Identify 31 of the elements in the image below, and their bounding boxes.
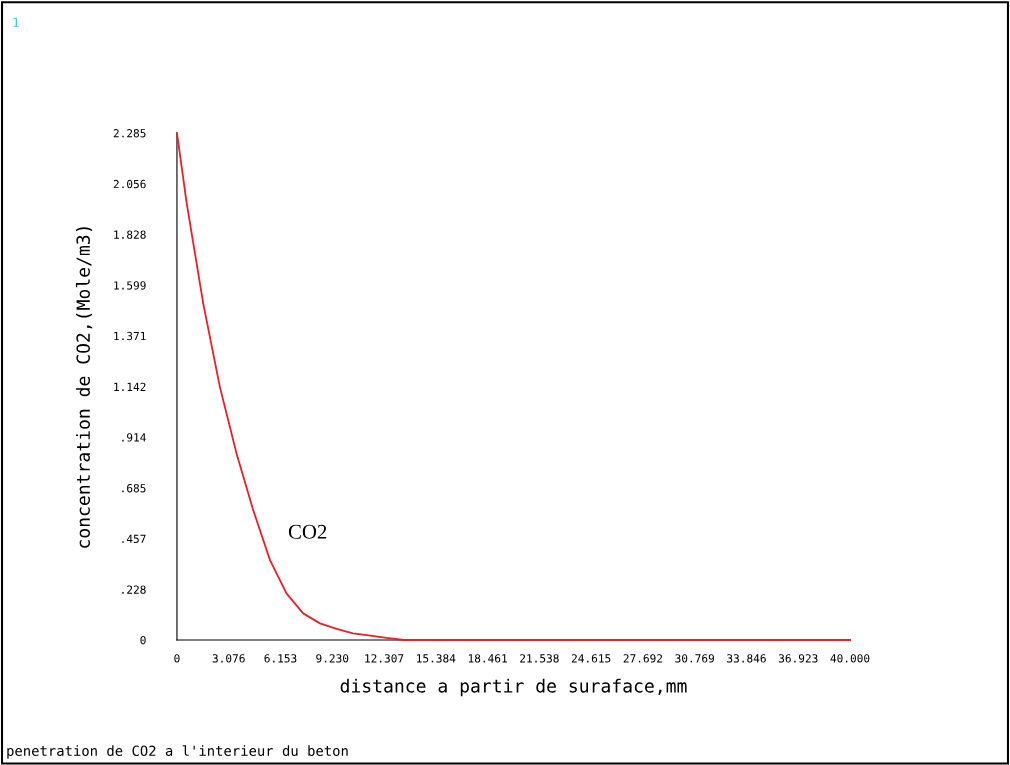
x-tick-label: 6.153 [264,654,297,663]
x-axis-title: distance a partir de suraface,mm [340,678,687,697]
y-tick-label: .457 [122,534,146,544]
x-tick-label: 33.846 [727,654,766,663]
text: penetration de CO2 a l'interieur du beton [7,745,348,759]
x-tick-label: 30.769 [675,654,715,663]
x-tick-label: 21.538 [520,654,559,663]
y-tick-label: 1.142 [114,382,146,391]
x-tick-label: 40.000 [830,654,870,663]
y-tick-label: 1.371 [114,331,146,341]
x-tick-label: 3.076 [212,654,245,663]
y-tick-label: .914 [122,433,146,442]
x-tick-label: 27.692 [623,654,663,663]
y-tick-label: 2.056 [113,179,146,189]
y-tick-label: 0 [140,636,146,645]
y-tick-label: 1.599 [114,281,146,290]
line-series [176,132,851,641]
series-label: CO2 [288,524,327,539]
y-tick-label: .685 [122,484,146,493]
x-tick-label: 15.384 [417,654,456,663]
y-tick-label: .228 [122,585,146,594]
text: 1 [13,17,19,27]
y-tick-label: 2.285 [113,129,146,138]
y-tick-label: 1.828 [114,230,146,239]
x-tick-label: 36.923 [778,654,818,663]
y-axis-title: concentration de CO2,(Mole/m3) [75,227,93,548]
x-tick-label: 0 [174,654,180,663]
x-tick-label: 18.461 [468,654,507,663]
x-tick-label: 9.230 [316,654,349,663]
x-tick-label: 24.615 [571,654,611,663]
x-tick-label: 12.307 [365,654,404,663]
